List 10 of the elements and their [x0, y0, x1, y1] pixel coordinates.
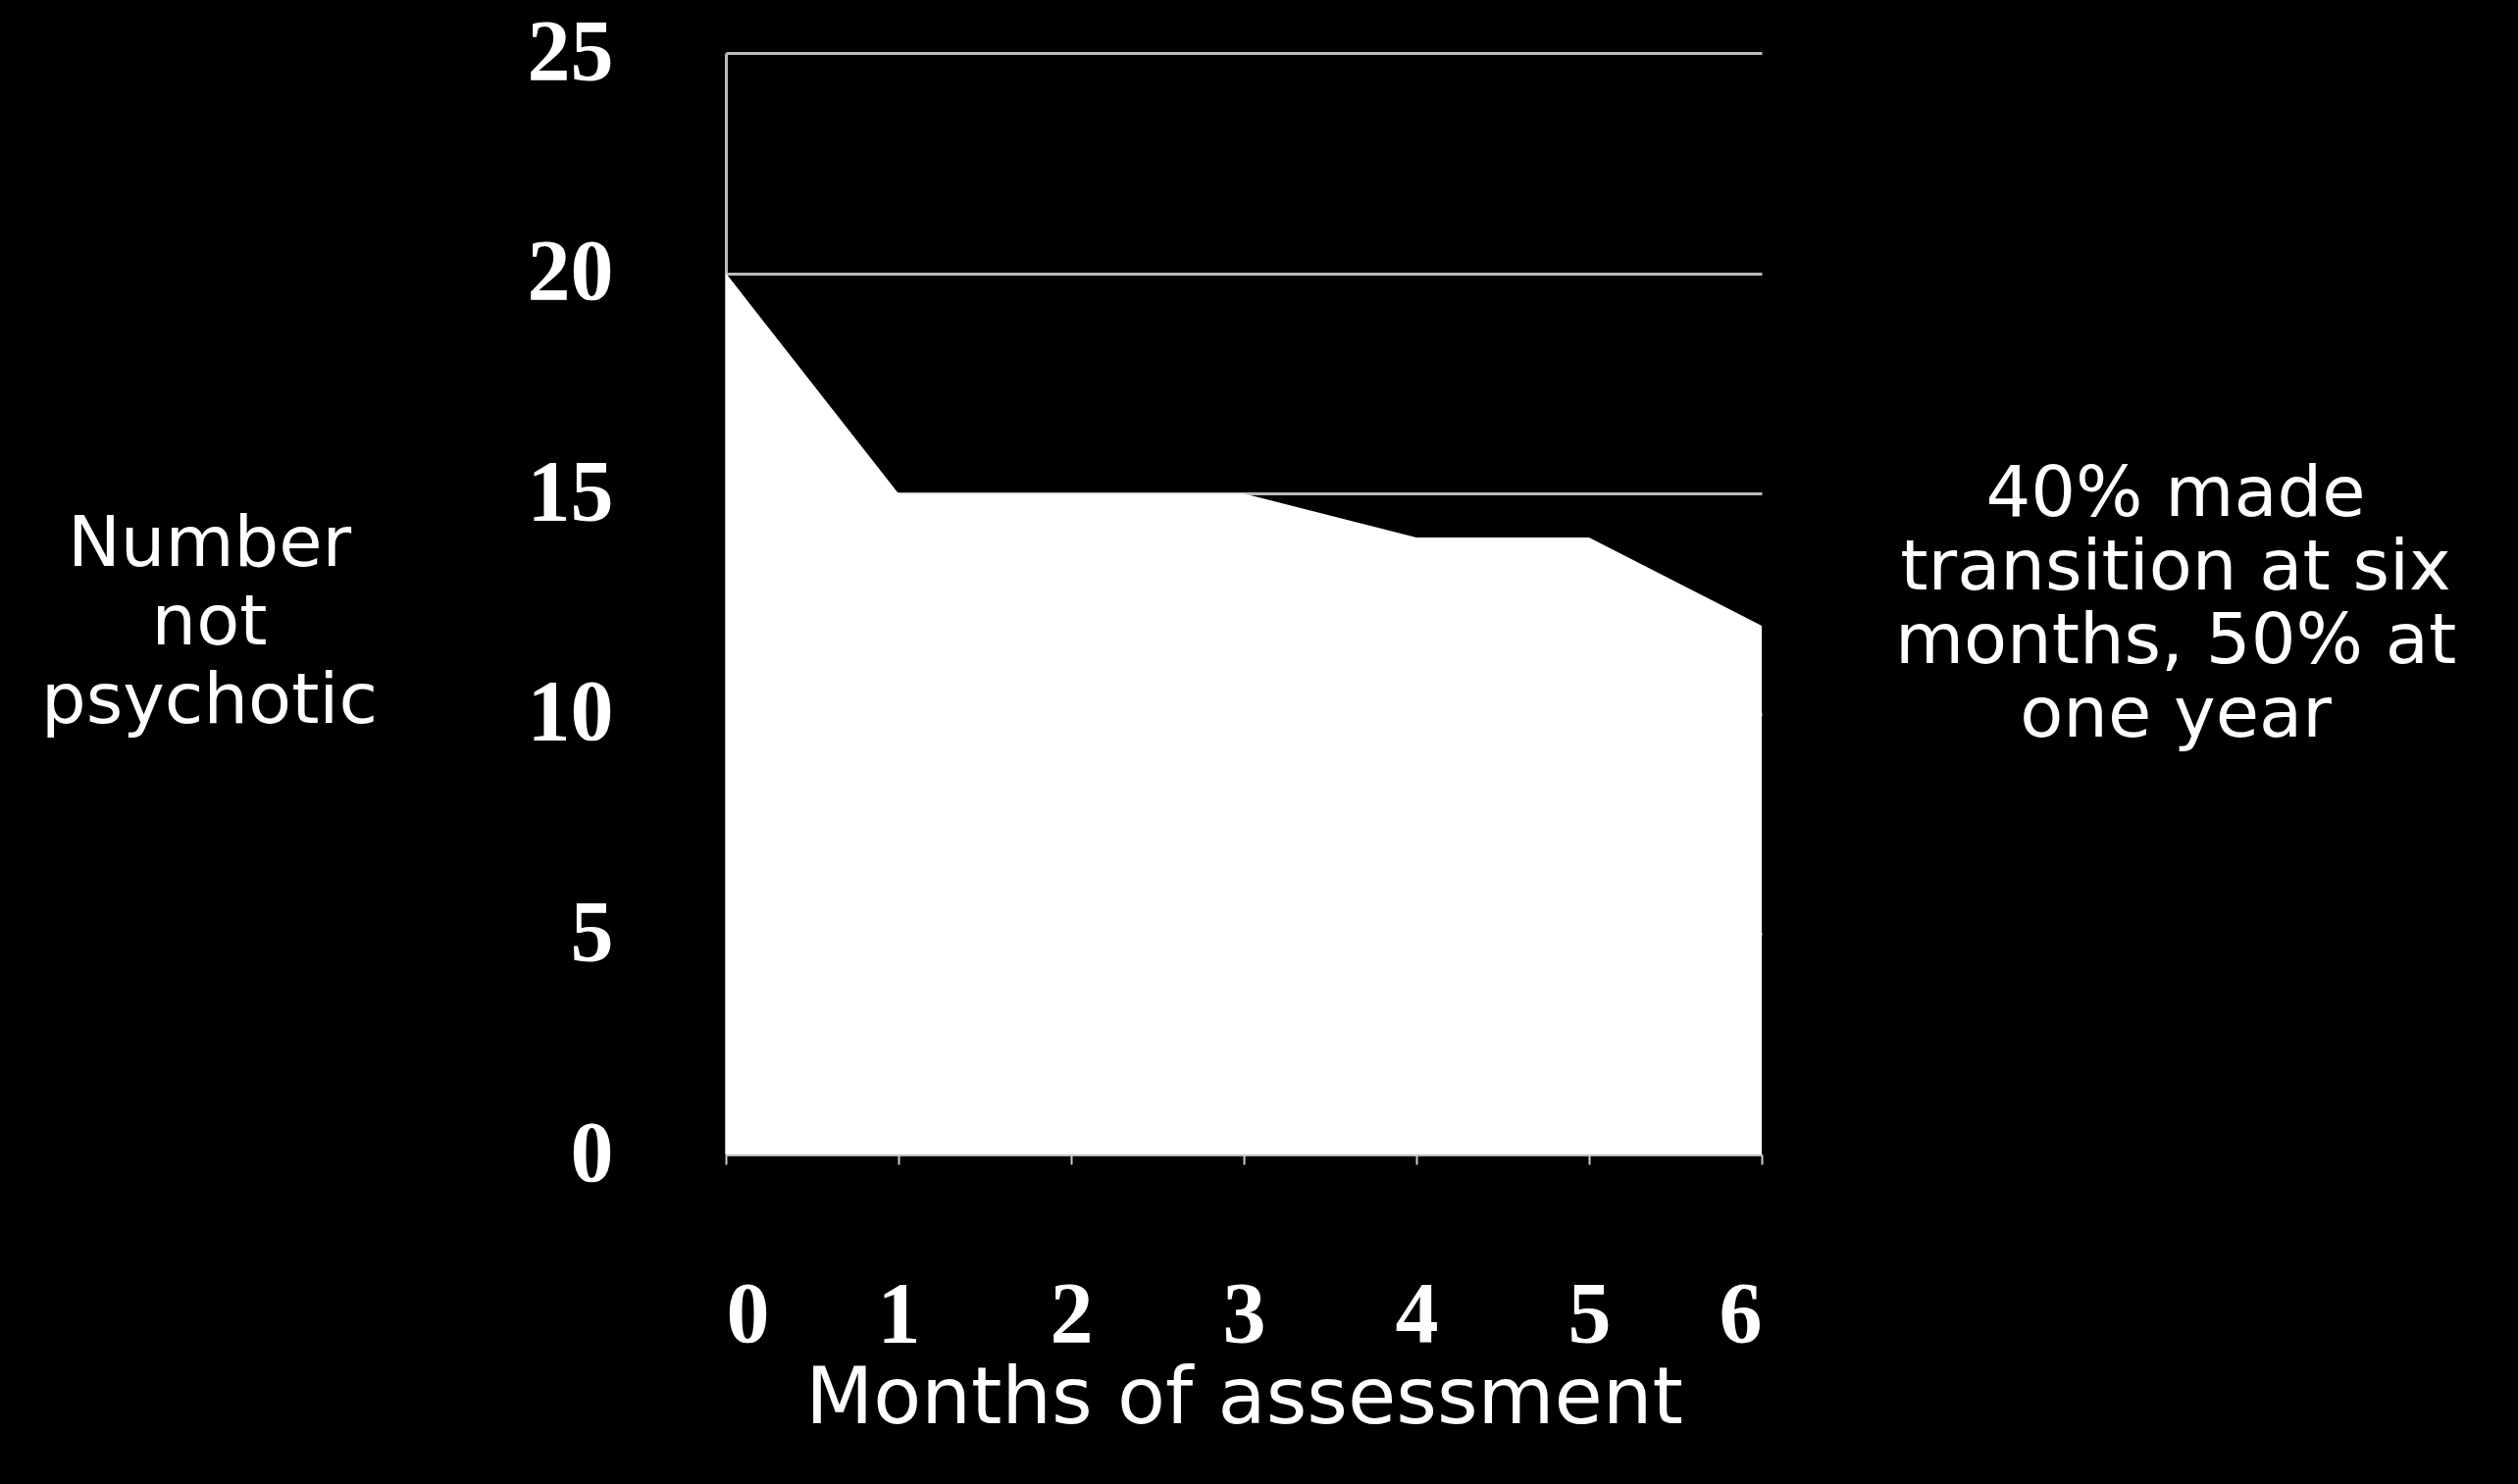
y-tick-label: 10 — [527, 663, 614, 759]
y-tick-label: 5 — [570, 883, 614, 979]
y-tick-label: 15 — [527, 442, 614, 538]
text: 40% made transition at six months, 50% at one year — [1894, 450, 2457, 753]
x-tick-label: 6 — [1719, 1264, 1763, 1360]
y-tick-label: 25 — [527, 2, 614, 98]
y-tick-label: 0 — [570, 1103, 614, 1200]
x-tick-label: 0 — [726, 1264, 770, 1360]
y-tick-label: 20 — [527, 223, 614, 319]
y-axis-title: Number not psychotic — [41, 499, 378, 740]
